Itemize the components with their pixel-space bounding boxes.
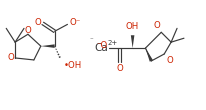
Polygon shape — [41, 44, 55, 48]
Polygon shape — [131, 35, 134, 48]
Text: O: O — [34, 18, 41, 27]
Text: ⁻O: ⁻O — [97, 41, 108, 50]
Text: 2+: 2+ — [108, 40, 118, 46]
Text: ⁻: ⁻ — [89, 37, 93, 43]
Text: O: O — [153, 21, 160, 30]
Text: O: O — [7, 53, 14, 62]
Text: O⁻: O⁻ — [69, 18, 81, 27]
Text: O: O — [166, 56, 173, 65]
Text: OH: OH — [126, 22, 139, 31]
Polygon shape — [145, 48, 153, 62]
Text: O: O — [116, 64, 123, 73]
Text: O: O — [25, 26, 31, 35]
Text: Ca: Ca — [94, 43, 108, 53]
Text: •OH: •OH — [63, 61, 82, 70]
